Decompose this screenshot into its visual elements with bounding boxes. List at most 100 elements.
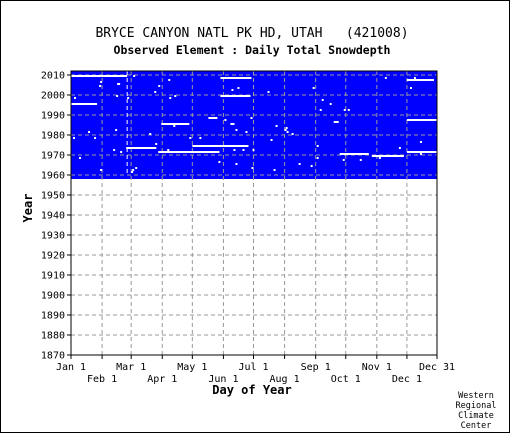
missing-data-point [419, 141, 422, 143]
y-tick-label: 2010 [41, 71, 65, 82]
x-axis-title: Day of Year [212, 383, 291, 397]
missing-data-point [73, 137, 76, 139]
missing-data-point [409, 87, 412, 89]
missing-data-point [342, 159, 345, 161]
missing-data-point [189, 137, 192, 139]
y-tick-label: 2000 [41, 91, 65, 102]
plot-area: 1870 1880 1890 1900 1910 1920 1930 1940 1950 1960… [41, 70, 455, 385]
chart-subtitle: Observed Element : Daily Total Snowdepth [114, 43, 391, 57]
x-tick-label: Feb 1 [87, 374, 117, 385]
missing-data-point [291, 133, 294, 135]
missing-data-point [174, 95, 177, 97]
missing-data-point [74, 97, 77, 99]
missing-data-point [316, 145, 319, 147]
missing-data-point [319, 109, 322, 111]
missing-data-point [132, 169, 135, 171]
missing-data-point [131, 171, 134, 173]
missing-data-point [298, 163, 301, 165]
x-tick-label: May 1 [177, 362, 207, 373]
missing-data-point [252, 149, 255, 151]
missing-data-point [285, 127, 288, 129]
missing-data-point [316, 157, 319, 159]
missing-data-point [173, 125, 176, 127]
missing-data-point [218, 161, 221, 163]
missing-data-point [167, 149, 170, 151]
y-tick-label: 1940 [41, 211, 65, 222]
missing-data-point [251, 167, 254, 169]
missing-data-point [286, 131, 289, 133]
missing-data-point [273, 169, 276, 171]
credit-line: Western [458, 391, 494, 401]
credit-block: Western Regional Climate Center [456, 391, 497, 431]
x-tick-label: Mar 1 [116, 362, 146, 373]
missing-data-point [270, 139, 273, 141]
missing-data-point [116, 95, 119, 97]
missing-data-point [235, 129, 238, 131]
missing-data-point [312, 87, 315, 89]
missing-data-point [99, 85, 102, 87]
missing-data-point [329, 103, 332, 105]
missing-data-point [267, 91, 270, 93]
missing-data-point [100, 81, 103, 83]
plot-border [70, 70, 438, 356]
missing-data-point [88, 131, 91, 133]
y-tick-label: 1900 [41, 291, 65, 302]
missing-data-point [135, 167, 138, 169]
missing-data-point [155, 143, 158, 145]
missing-data-point [347, 109, 350, 111]
missing-data-point [79, 157, 82, 159]
missing-data-point [230, 123, 233, 125]
y-tick-label: 1880 [41, 331, 65, 342]
missing-data-point [169, 97, 172, 99]
missing-data-point [154, 91, 157, 93]
x-tick-label: Jan 1 [56, 362, 86, 373]
x-tick-label: Nov 1 [362, 362, 392, 373]
x-tick-label: Jul 1 [238, 362, 268, 373]
y-tick-label: 1890 [41, 311, 65, 322]
missing-data-point [120, 151, 123, 153]
missing-data-point [158, 85, 161, 87]
missing-data-point [199, 137, 202, 139]
chart-title: BRYCE CANYON NATL PK HD, UTAH (421008) [95, 26, 408, 41]
missing-data-point [398, 147, 401, 149]
missing-data-point [250, 117, 253, 119]
missing-data-point [284, 129, 287, 131]
y-tick-label: 1920 [41, 251, 65, 262]
missing-data-point [419, 153, 422, 155]
missing-data-point [168, 79, 171, 81]
x-tick-label: Apr 1 [147, 374, 177, 385]
x-tick-label: Dec 31 [419, 362, 455, 373]
y-tick-label: 1970 [41, 151, 65, 162]
missing-data-point [237, 87, 240, 89]
credit-line: Climate [458, 411, 494, 421]
missing-data-point [242, 149, 245, 151]
missing-data-point [235, 163, 238, 165]
missing-data-point [113, 149, 116, 151]
missing-data-point [233, 149, 236, 151]
observed-data-block [223, 71, 437, 175]
missing-data-point [100, 169, 103, 171]
y-tick-label: 1870 [41, 351, 65, 362]
missing-data-point [224, 119, 227, 121]
missing-data-point [321, 99, 324, 101]
missing-data-point [127, 97, 130, 99]
credit-line: Regional [456, 401, 497, 411]
x-tick-label: Oct 1 [331, 374, 361, 385]
credit-line: Center [461, 421, 492, 431]
missing-data-point [245, 131, 248, 133]
missing-data-point [133, 75, 136, 77]
missing-data-point [359, 159, 362, 161]
missing-data-point [343, 109, 346, 111]
y-tick-label: 1930 [41, 231, 65, 242]
missing-data-point [310, 165, 313, 167]
missing-data-point [275, 125, 278, 127]
missing-data-point [231, 89, 234, 91]
missing-data-point [378, 157, 381, 159]
missing-data-point [149, 133, 152, 135]
y-tick-label: 1980 [41, 131, 65, 142]
y-tick-label: 1990 [41, 111, 65, 122]
x-tick-label: Sep 1 [301, 362, 331, 373]
x-tick-label: Dec 1 [392, 374, 422, 385]
y-tick-label: 1960 [41, 171, 65, 182]
